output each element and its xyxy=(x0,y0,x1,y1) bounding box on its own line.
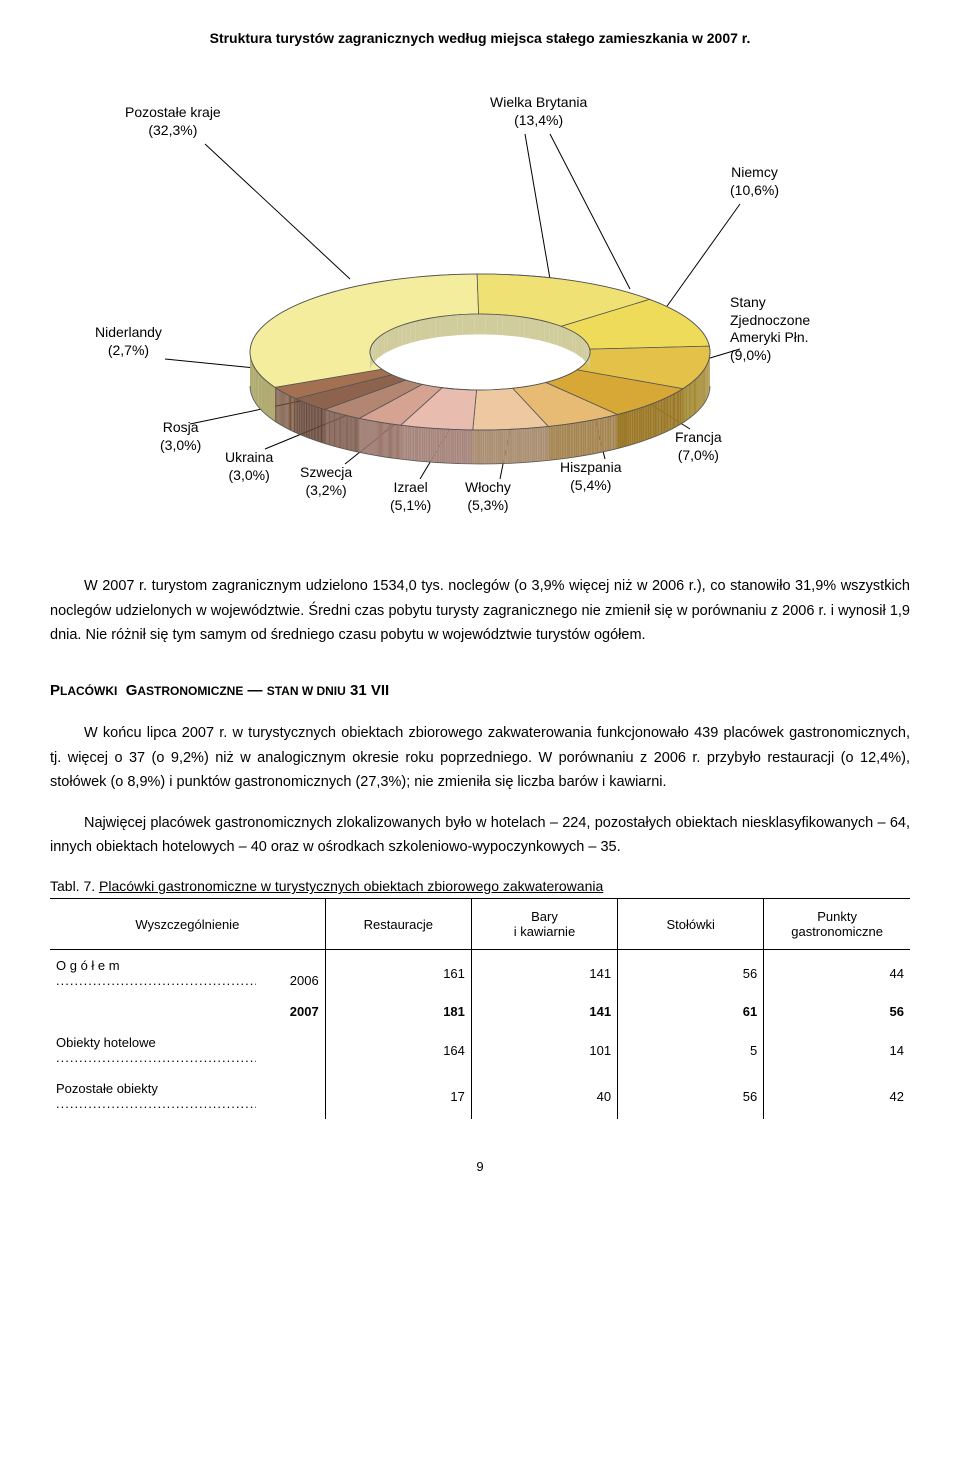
col-punkty-text: Punktygastronomiczne xyxy=(791,909,883,939)
col-bary-text: Baryi kawiarnie xyxy=(514,909,575,939)
cell: 14 xyxy=(764,1027,910,1073)
cell: 40 xyxy=(471,1073,617,1119)
table-caption: Tabl. 7. Placówki gastronomiczne w turys… xyxy=(50,878,910,894)
row-label: Obiekty hotelowe xyxy=(50,1027,325,1073)
cell: 42 xyxy=(764,1073,910,1119)
table-header-row: Wyszczególnienie Restauracje Baryi kawia… xyxy=(50,899,910,950)
table-row: O g ó ł e m 20061611415644 xyxy=(50,950,910,997)
cell: 181 xyxy=(325,996,471,1027)
cell: 56 xyxy=(618,1073,764,1119)
paragraph-1: W 2007 r. turystom zagranicznym udzielon… xyxy=(50,574,910,648)
table-gastronomy: Wyszczególnienie Restauracje Baryi kawia… xyxy=(50,898,910,1119)
col-restauracje: Restauracje xyxy=(325,899,471,950)
row-label: 2007 xyxy=(50,996,325,1027)
cell: 56 xyxy=(618,950,764,997)
col-punkty: Punktygastronomiczne xyxy=(764,899,910,950)
col-bary: Baryi kawiarnie xyxy=(471,899,617,950)
cell: 5 xyxy=(618,1027,764,1073)
row-label: O g ó ł e m 2006 xyxy=(50,950,325,997)
table-row: Pozostałe obiekty 17405642 xyxy=(50,1073,910,1119)
page-number: 9 xyxy=(50,1159,910,1174)
col-wyszczegolnienie: Wyszczególnienie xyxy=(50,899,325,950)
cell: 164 xyxy=(325,1027,471,1073)
row-label: Pozostałe obiekty xyxy=(50,1073,325,1119)
cell: 161 xyxy=(325,950,471,997)
section-heading: PLACÓWKI GASTRONOMICZNE — STAN W DNIU 31… xyxy=(50,682,910,699)
cell: 101 xyxy=(471,1027,617,1073)
cell: 17 xyxy=(325,1073,471,1119)
cell: 61 xyxy=(618,996,764,1027)
pie-chart: Pozostałe kraje (32,3%) Wielka Brytania … xyxy=(50,64,910,554)
pie-svg xyxy=(230,264,730,474)
col-stolowki: Stołówki xyxy=(618,899,764,950)
paragraph-2: W końcu lipca 2007 r. w turystycznych ob… xyxy=(50,721,910,795)
paragraph-3: Najwięcej placówek gastronomicznych zlok… xyxy=(50,811,910,860)
table-row: Obiekty hotelowe 164101514 xyxy=(50,1027,910,1073)
table-row: 20071811416156 xyxy=(50,996,910,1027)
cell: 141 xyxy=(471,950,617,997)
cell: 56 xyxy=(764,996,910,1027)
cell: 44 xyxy=(764,950,910,997)
cell: 141 xyxy=(471,996,617,1027)
chart-title: Struktura turystów zagranicznych według … xyxy=(50,30,910,46)
